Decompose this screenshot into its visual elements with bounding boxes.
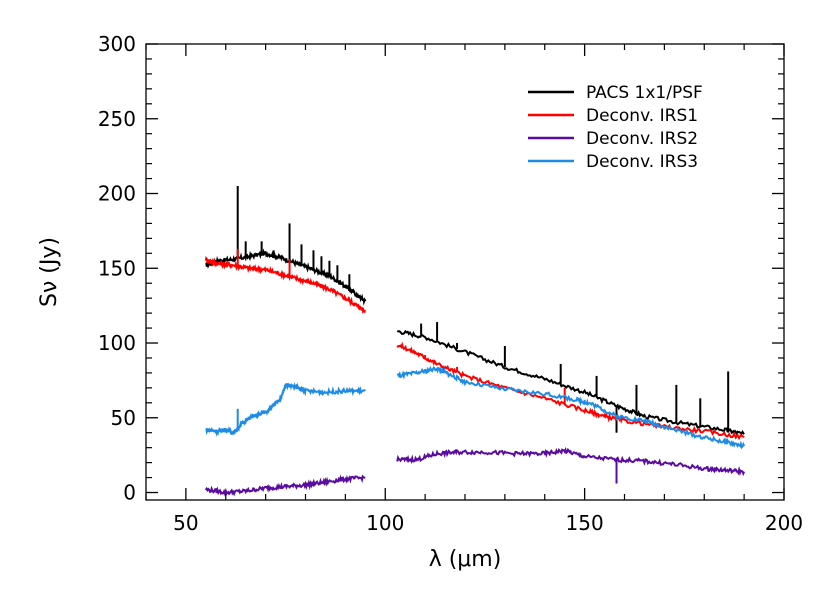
y-tick-label: 150 — [98, 256, 136, 280]
series-layer — [204, 186, 746, 497]
y-tick-label: 50 — [111, 406, 136, 430]
y-tick-label: 200 — [98, 182, 136, 206]
series-line-4-segment-2 — [396, 365, 746, 450]
y-tick-label: 100 — [98, 331, 136, 355]
series-line-4-segment-1 — [205, 382, 366, 437]
x-tick-label: 50 — [173, 511, 198, 535]
legend-label-2: Deconv. IRS1 — [586, 106, 698, 126]
y-axis-title: Sν (Jy) — [37, 237, 62, 307]
legend-label-1: PACS 1x1/PSF — [586, 83, 703, 103]
series-line-3-segment-1 — [204, 474, 366, 497]
x-tick-label: 200 — [765, 511, 803, 535]
y-tick-label: 300 — [98, 32, 136, 56]
legend-label-3: Deconv. IRS2 — [586, 129, 698, 149]
legend-label-4: Deconv. IRS3 — [586, 152, 698, 172]
x-tick-label: 100 — [366, 511, 404, 535]
y-tick-label: 250 — [98, 107, 136, 131]
series-line-1-segment-2 — [396, 329, 745, 436]
series-line-3-segment-2 — [396, 446, 746, 477]
axis-ticks: 50 100 150 200 0 50 100 150 200 250 300 — [98, 32, 803, 535]
y-tick-label: 0 — [123, 481, 136, 505]
legend: PACS 1x1/PSF Deconv. IRS1 Deconv. IRS2 Deco… — [528, 83, 703, 172]
x-axis-title: λ (μm) — [429, 547, 502, 572]
x-tick-label: 150 — [566, 511, 604, 535]
series-line-2-segment-1 — [204, 255, 367, 315]
